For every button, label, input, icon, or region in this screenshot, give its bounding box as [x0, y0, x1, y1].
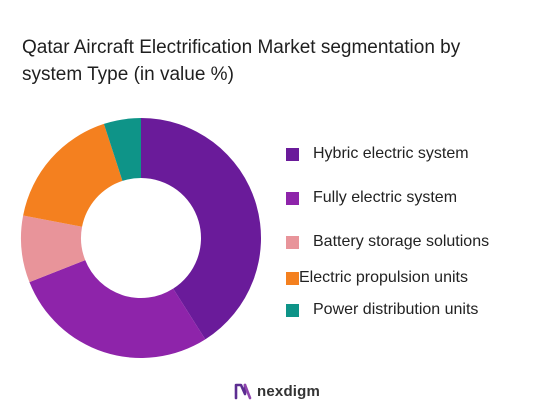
legend-label: Fully electric system [313, 189, 458, 206]
legend-label: Battery storage solutions [313, 233, 490, 250]
chart-title: Qatar Aircraft Electrification Market se… [22, 37, 461, 85]
legend-label: Hybric electric system [313, 145, 469, 162]
legend-item: Battery storage solutions [286, 232, 489, 252]
donut-slice-3 [20, 215, 86, 283]
legend-label: Power distribution units [313, 301, 479, 318]
legend-item: Power distribution units [286, 300, 478, 320]
legend-label: Electric propulsion units [299, 269, 468, 286]
nexdigm-logo-icon [234, 383, 252, 400]
legend-item: Fully electric system [286, 188, 457, 208]
donut-slice-2 [29, 260, 206, 358]
brand-name: nexdigm [257, 382, 321, 400]
legend-swatch [286, 191, 299, 205]
legend-swatch [286, 271, 299, 285]
legend-swatch [286, 235, 299, 249]
donut-slice-4 [23, 123, 123, 227]
legend-swatch [286, 147, 299, 161]
legend-item: Hybric electric system [286, 144, 469, 164]
donut-slice-1 [141, 118, 261, 340]
legend-item: Electric propulsion units [286, 268, 468, 288]
legend-swatch [286, 303, 299, 317]
brand-logo: nexdigm [232, 380, 320, 402]
donut-slice-5 [103, 118, 141, 181]
